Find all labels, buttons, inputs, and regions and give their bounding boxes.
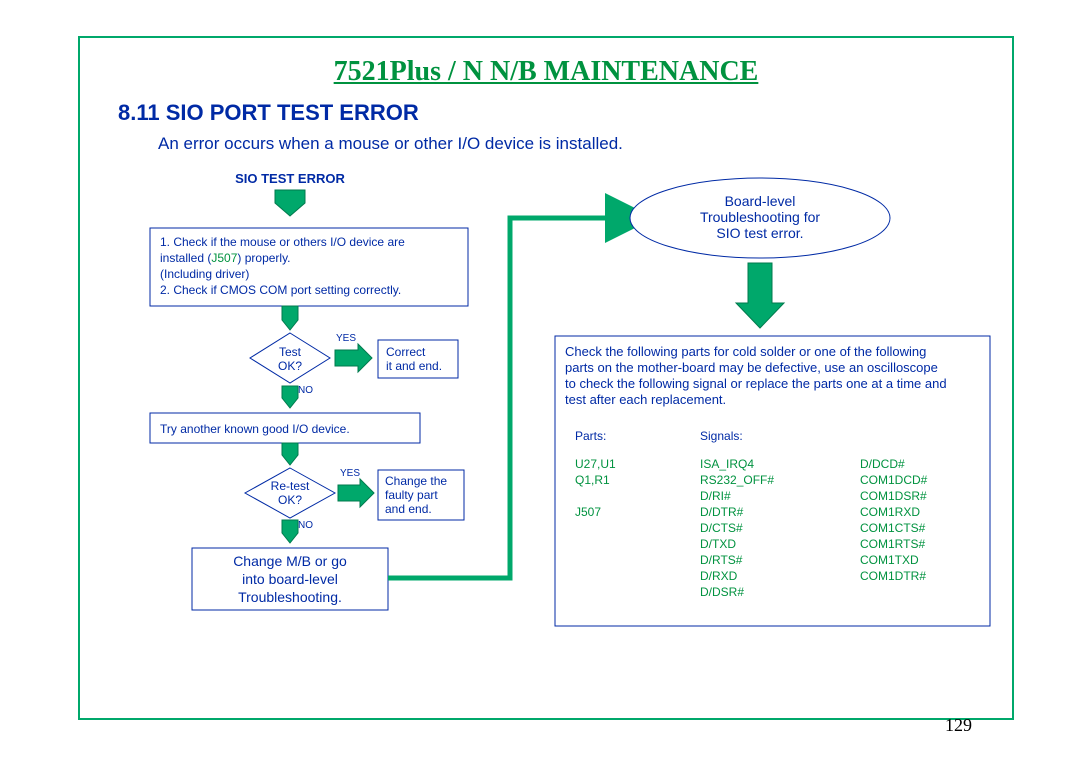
arrow-icon	[282, 443, 298, 465]
siga-3: D/DTR#	[700, 505, 744, 519]
intro-text: An error occurs when a mouse or other I/…	[158, 134, 623, 154]
siga-4: D/CTS#	[700, 521, 743, 535]
sigb-6: COM1TXD	[860, 553, 919, 567]
siga-1: RS232_OFF#	[700, 473, 774, 487]
sig-h: Signals:	[700, 429, 743, 443]
box3-l3: Troubleshooting.	[238, 589, 342, 605]
start-arrow-icon	[275, 190, 305, 216]
section-heading: 8.11 SIO PORT TEST ERROR	[118, 100, 419, 126]
yes-1: YES	[336, 333, 356, 344]
ell-l1: Board-level	[725, 193, 796, 209]
dec2-a: Re-test	[271, 479, 310, 493]
sigb-5: COM1RTS#	[860, 537, 925, 551]
chk-l3: to check the following signal or replace…	[565, 376, 947, 391]
siga-2: D/RI#	[700, 489, 731, 503]
dec2-b: OK?	[278, 493, 302, 507]
chg-l2: faulty part	[385, 488, 438, 502]
page-number: 129	[945, 715, 972, 736]
arrow-icon	[282, 386, 298, 408]
box1-l2: installed (J507) properly.	[160, 251, 291, 265]
arrow-icon	[282, 520, 298, 543]
chg-l3: and end.	[385, 502, 432, 516]
chk-l2: parts on the mother-board may be defecti…	[565, 360, 938, 375]
dec1-b: OK?	[278, 359, 302, 373]
box1-l3: (Including driver)	[160, 267, 249, 281]
page-root: 7521Plus / N N/B MAINTENANCE 8.11 SIO PO…	[0, 0, 1080, 763]
siga-0: ISA_IRQ4	[700, 457, 754, 471]
siga-6: D/RTS#	[700, 553, 743, 567]
sigb-7: COM1DTR#	[860, 569, 926, 583]
sigb-0: D/DCD#	[860, 457, 905, 471]
start-label: SIO TEST ERROR	[235, 171, 345, 186]
arrow-icon	[282, 306, 298, 330]
parts-h: Parts:	[575, 429, 606, 443]
siga-7: D/RXD	[700, 569, 738, 583]
ell-l2: Troubleshooting for	[700, 209, 820, 225]
sigb-1: COM1DCD#	[860, 473, 928, 487]
no-1: NO	[298, 385, 313, 396]
box2-txt: Try another known good I/O device.	[160, 422, 350, 436]
siga-5: D/TXD	[700, 537, 736, 551]
flowchart-svg: SIO TEST ERROR 1. Check if the mouse or …	[80, 158, 1012, 718]
box3-l2: into board-level	[242, 571, 338, 587]
box3-l1: Change M/B or go	[233, 553, 347, 569]
correct-l2: it and end.	[386, 359, 442, 373]
ell-l3: SIO test error.	[716, 225, 803, 241]
part-0: U27,U1	[575, 457, 616, 471]
arrow-right-icon	[335, 344, 372, 372]
yes-2: YES	[340, 468, 360, 479]
sigb-2: COM1DSR#	[860, 489, 927, 503]
part-1: Q1,R1	[575, 473, 610, 487]
arrow-right-icon	[338, 479, 374, 507]
box1-l4: 2. Check if CMOS COM port setting correc…	[160, 283, 401, 297]
dec1-a: Test	[279, 345, 302, 359]
part-3: J507	[575, 505, 601, 519]
doc-title: 7521Plus / N N/B MAINTENANCE	[80, 56, 1012, 88]
box1-l1: 1. Check if the mouse or others I/O devi…	[160, 235, 405, 249]
sigb-3: COM1RXD	[860, 505, 920, 519]
big-arrow-down-icon	[736, 263, 784, 328]
correct-l1: Correct	[386, 345, 426, 359]
siga-8: D/DSR#	[700, 585, 744, 599]
outer-border: 7521Plus / N N/B MAINTENANCE 8.11 SIO PO…	[78, 36, 1014, 720]
chk-l1: Check the following parts for cold solde…	[565, 344, 926, 359]
chk-l4: test after each replacement.	[565, 392, 726, 407]
sigb-4: COM1CTS#	[860, 521, 926, 535]
chg-l1: Change the	[385, 474, 447, 488]
no-2: NO	[298, 520, 313, 531]
